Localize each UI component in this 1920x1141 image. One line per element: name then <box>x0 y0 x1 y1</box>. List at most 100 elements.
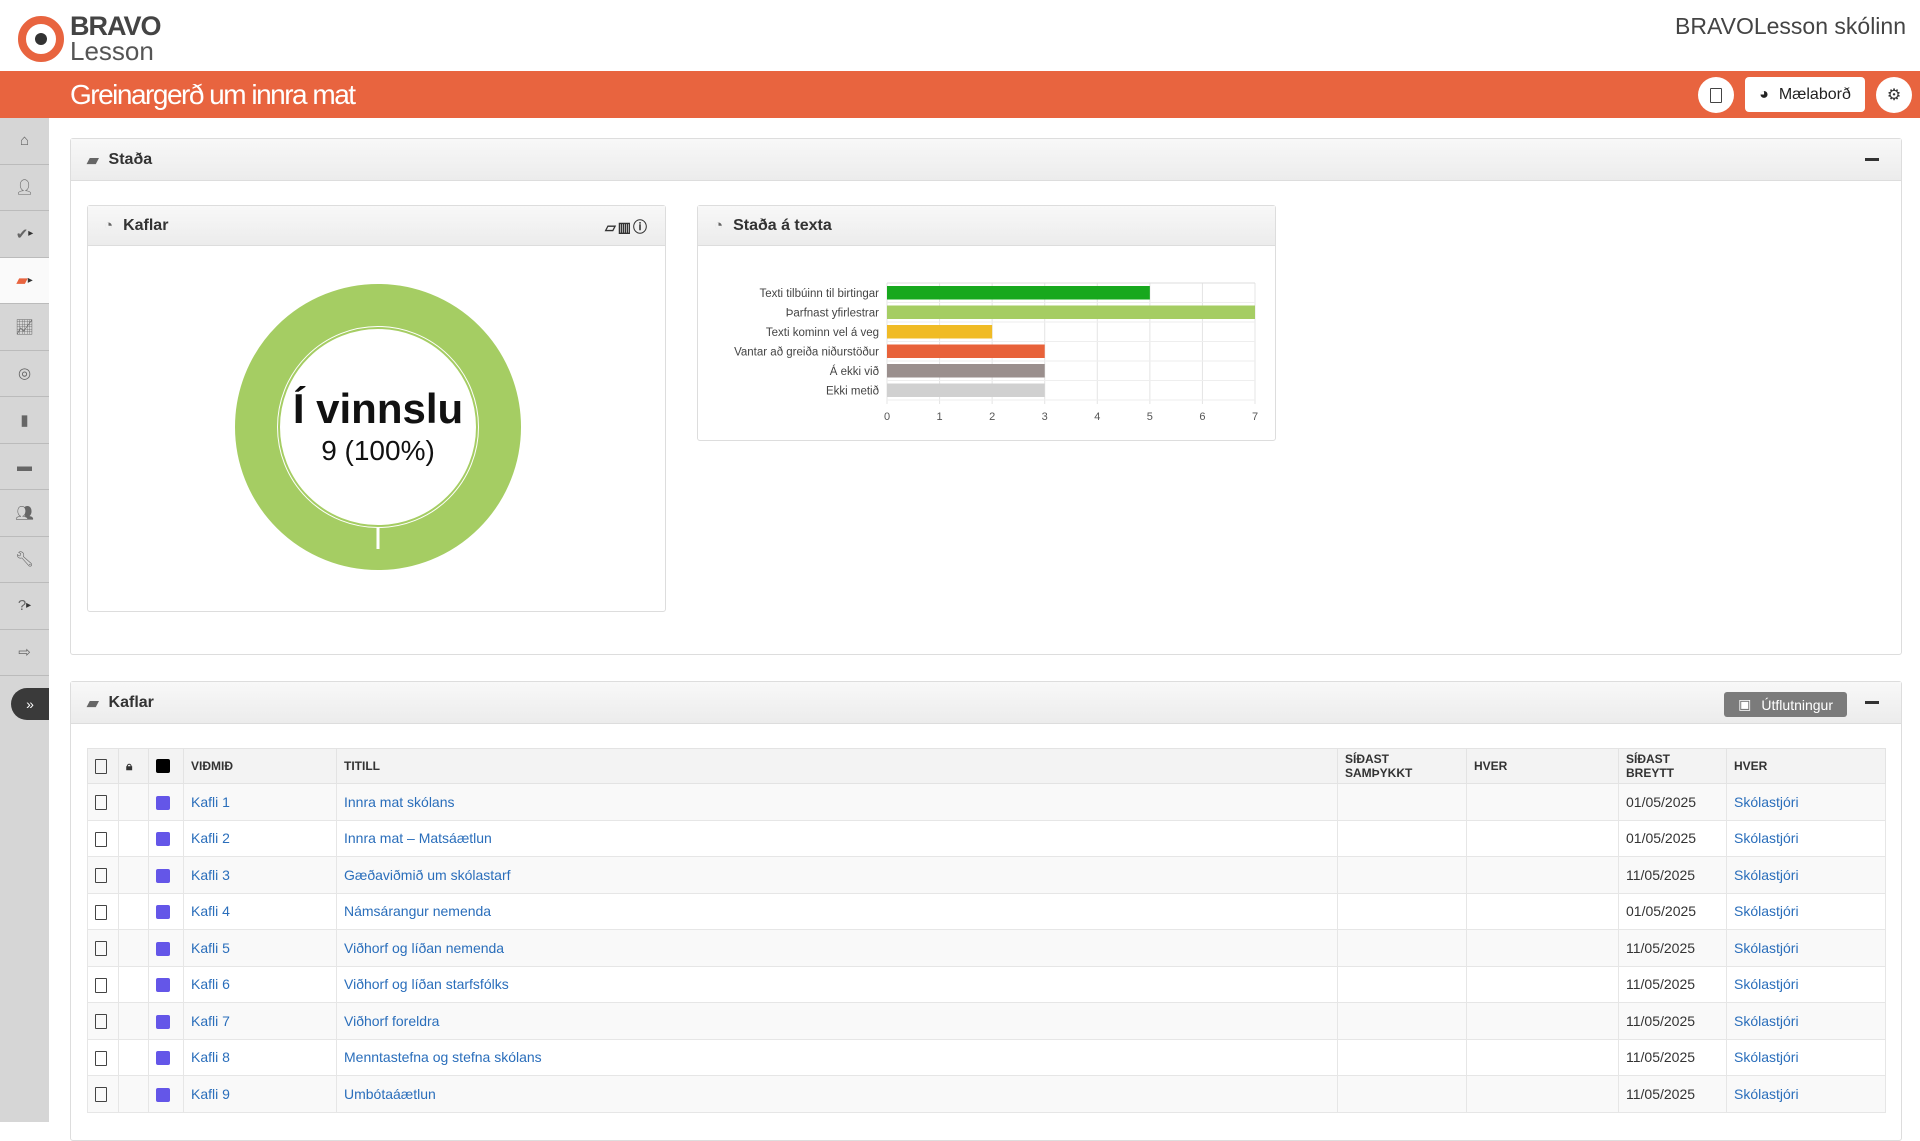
document-icon[interactable] <box>95 868 107 884</box>
title-link[interactable]: Umbótaáætlun <box>344 1085 436 1102</box>
changed-by-link[interactable]: Skólastjóri <box>1734 903 1799 920</box>
cell-approved <box>1337 965 1467 1003</box>
sidebar-item[interactable]: 👤︎ <box>0 165 49 211</box>
criterion-link[interactable]: Kafli 6 <box>191 976 230 993</box>
table-row[interactable]: Kafli 9 Umbótaáætlun 11/05/2025 Skólastjóri <box>87 1075 1886 1113</box>
document-icon[interactable] <box>95 904 107 920</box>
col-title[interactable]: TITILL <box>336 748 1338 784</box>
sidebar-item[interactable]: 📈︎ <box>0 304 49 351</box>
title-link[interactable]: Innra mat skólans <box>344 793 455 810</box>
cell-document[interactable] <box>87 1002 119 1040</box>
export-button[interactable]: ▣ Útflutningur <box>1724 692 1847 717</box>
changed-by-link[interactable]: Skólastjóri <box>1734 976 1799 993</box>
bar[interactable] <box>887 286 1150 300</box>
sidebar-item[interactable]: ▮ <box>0 397 49 444</box>
table-row[interactable]: Kafli 5 Viðhorf og líðan nemenda 11/05/202… <box>87 929 1886 967</box>
document-icon[interactable] <box>95 1087 107 1103</box>
sidebar-item[interactable]: ▬ <box>0 444 49 490</box>
document-icon[interactable] <box>95 1050 107 1066</box>
changed-by-link[interactable]: Skólastjóri <box>1734 866 1799 883</box>
collapse-button[interactable] <box>1865 701 1879 704</box>
table-row[interactable]: Kafli 1 Innra mat skólans 01/05/2025 Skólas… <box>87 783 1886 821</box>
cell-document[interactable] <box>87 1075 119 1113</box>
document-icon[interactable] <box>95 795 107 811</box>
criterion-link[interactable]: Kafli 9 <box>191 1085 230 1102</box>
changed-by-link[interactable]: Skólastjóri <box>1734 939 1799 956</box>
expand-sidebar-button[interactable]: » <box>11 688 49 720</box>
cell-lock <box>118 929 149 967</box>
cell-document[interactable] <box>87 965 119 1003</box>
changed-by-link[interactable]: Skólastjóri <box>1734 793 1799 810</box>
sidebar-item[interactable]: ✔ ▸ <box>0 211 49 258</box>
bar[interactable] <box>887 344 1045 359</box>
sidebar-item[interactable]: ⌂ <box>0 118 49 165</box>
title-link[interactable]: Viðhorf foreldra <box>344 1012 440 1029</box>
bar[interactable] <box>887 364 1045 378</box>
changed-by-link[interactable]: Skólastjóri <box>1734 1012 1799 1029</box>
color-square-icon <box>156 868 170 883</box>
title-link[interactable]: Námsárangur nemenda <box>344 903 492 920</box>
settings-button[interactable]: ⚙ <box>1876 77 1912 113</box>
dashboard-button[interactable]: ◕ Mælaborð <box>1745 77 1865 112</box>
bar-chart-icon[interactable]: ▥ <box>617 219 633 235</box>
document-icon[interactable] <box>95 831 107 847</box>
bar[interactable] <box>887 305 1255 320</box>
sidebar-item[interactable]: 🔧︎ <box>0 537 49 583</box>
criterion-link[interactable]: Kafli 8 <box>191 1049 230 1066</box>
cell-document[interactable] <box>87 783 119 821</box>
col-approved-by[interactable]: HVER <box>1466 748 1619 784</box>
title-link[interactable]: Viðhorf og líðan starfsfólks <box>344 976 509 993</box>
cell-title: Gæðaviðmið um skólastarf <box>336 856 1338 894</box>
cell-document[interactable] <box>87 1038 119 1076</box>
table-row[interactable]: Kafli 8 Menntastefna og stefna skólans 11/… <box>87 1038 1886 1076</box>
cell-document[interactable] <box>87 819 119 857</box>
title-link[interactable]: Menntastefna og stefna skólans <box>344 1049 542 1066</box>
collapse-button[interactable] <box>1865 158 1879 161</box>
donut-value: 9 (100%) <box>321 435 435 466</box>
changed-by-link[interactable]: Skólastjóri <box>1734 1049 1799 1066</box>
caret-right-icon: ▸ <box>27 274 33 286</box>
cell-document[interactable] <box>87 856 119 894</box>
cell-changed: 01/05/2025 <box>1618 892 1727 930</box>
table-row[interactable]: Kafli 4 Námsárangur nemenda 01/05/2025 Skól… <box>87 892 1886 930</box>
logo[interactable]: BRAVO Lesson <box>18 13 162 64</box>
cell-lock <box>118 819 149 857</box>
document-icon[interactable] <box>95 977 107 993</box>
eraser-icon[interactable]: ▱ <box>604 219 618 235</box>
col-approved[interactable]: SÍÐAST SAMÞYKKT <box>1337 748 1467 784</box>
table-row[interactable]: Kafli 7 Viðhorf foreldra 11/05/2025 Skólast… <box>87 1002 1886 1040</box>
table-row[interactable]: Kafli 6 Viðhorf og líðan starfsfólks 11/05… <box>87 965 1886 1003</box>
title-link[interactable]: Gæðaviðmið um skólastarf <box>344 866 511 883</box>
cell-criterion: Kafli 3 <box>183 856 337 894</box>
changed-by-link[interactable]: Skólastjóri <box>1734 1085 1799 1102</box>
sidebar-item[interactable]: ? ▸ <box>0 583 49 630</box>
school-name: BRAVOLesson skólinn <box>1675 13 1906 39</box>
bar[interactable] <box>887 325 993 339</box>
cell-approved-by <box>1466 819 1619 857</box>
title-link[interactable]: Innra mat – Matsáætlun <box>344 830 492 847</box>
document-icon[interactable] <box>95 1014 107 1030</box>
col-changed[interactable]: SÍÐAST BREYTT <box>1618 748 1727 784</box>
document-icon[interactable] <box>95 941 107 957</box>
title-link[interactable]: Viðhorf og líðan nemenda <box>344 939 505 956</box>
cell-document[interactable] <box>87 892 119 930</box>
table-row[interactable]: Kafli 2 Innra mat – Matsáætlun 01/05/2025 S… <box>87 819 1886 857</box>
criterion-link[interactable]: Kafli 2 <box>191 830 230 847</box>
criterion-link[interactable]: Kafli 5 <box>191 939 230 956</box>
criterion-link[interactable]: Kafli 7 <box>191 1012 230 1029</box>
sidebar-item[interactable]: ▰ ▸ <box>0 257 49 304</box>
cell-document[interactable] <box>87 929 119 967</box>
changed-by-link[interactable]: Skólastjóri <box>1734 830 1799 847</box>
criterion-link[interactable]: Kafli 4 <box>191 903 230 920</box>
bar[interactable] <box>887 383 1045 398</box>
table-row[interactable]: Kafli 3 Gæðaviðmið um skólastarf 11/05/202… <box>87 856 1886 894</box>
col-changed-by[interactable]: HVER <box>1726 748 1886 784</box>
criterion-link[interactable]: Kafli 3 <box>191 866 230 883</box>
criterion-link[interactable]: Kafli 1 <box>191 793 230 810</box>
document-button[interactable] <box>1698 77 1734 113</box>
col-criterion[interactable]: VIÐMIÐ <box>183 748 337 784</box>
sidebar-item[interactable]: ◎ <box>0 351 49 397</box>
info-icon[interactable]: ⓘ <box>633 219 649 235</box>
sidebar-item[interactable]: ⇨ <box>0 630 49 676</box>
sidebar-item[interactable]: 👥︎ <box>0 490 49 537</box>
